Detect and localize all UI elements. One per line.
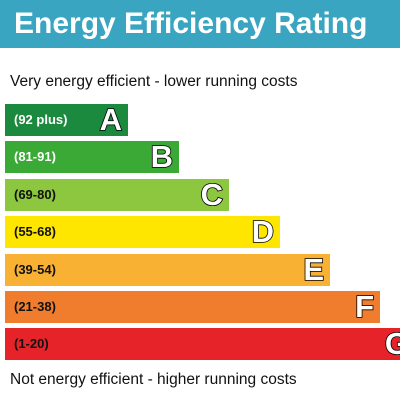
- band-letter: E: [303, 252, 325, 288]
- rating-band: (21-38) F: [5, 289, 380, 325]
- band-range: (21-38): [14, 299, 56, 314]
- bottom-note: Not energy efficient - higher running co…: [10, 371, 297, 388]
- rating-band: (81-91) B: [5, 139, 179, 175]
- band-range: (55-68): [14, 224, 56, 239]
- band-letter: D: [251, 214, 275, 250]
- header-title: Energy Efficiency Rating: [0, 0, 400, 48]
- band-letter: G: [384, 326, 400, 362]
- top-note: Very energy efficient - lower running co…: [10, 73, 298, 90]
- band-range: (92 plus): [14, 112, 68, 127]
- rating-band: (39-54) E: [5, 252, 330, 288]
- band-range: (39-54): [14, 262, 56, 277]
- band-letter: C: [200, 177, 224, 213]
- rating-band: (69-80) C: [5, 177, 229, 213]
- band-letter: F: [354, 289, 375, 325]
- band-range: (1-20): [14, 336, 49, 351]
- band-letter: B: [150, 139, 174, 175]
- band-range: (69-80): [14, 187, 56, 202]
- band-letter: A: [99, 102, 123, 138]
- rating-band: (55-68) D: [5, 214, 280, 250]
- band-range: (81-91): [14, 149, 56, 164]
- rating-band: (1-20) G: [5, 326, 400, 362]
- rating-band: (92 plus) A: [5, 102, 128, 138]
